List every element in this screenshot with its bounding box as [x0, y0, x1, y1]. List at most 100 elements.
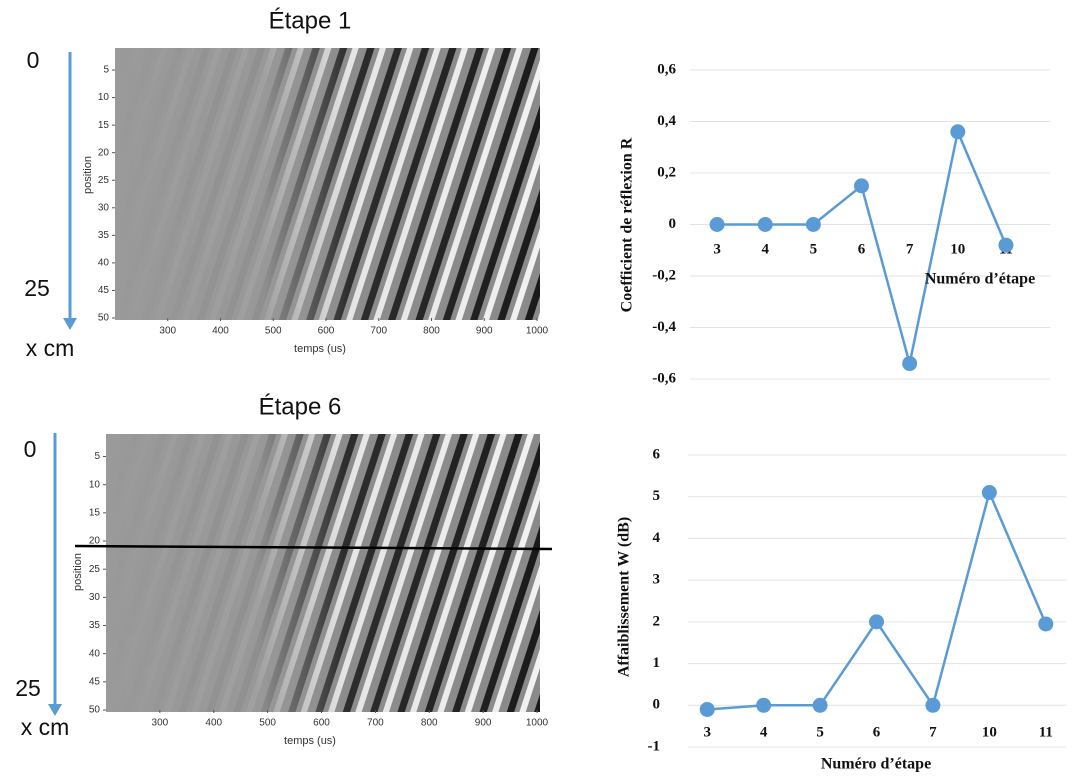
wave-image [106, 434, 540, 712]
x-tick-label: 1000 [526, 718, 549, 729]
data-point [756, 697, 772, 713]
y-tick-label: -0,4 [652, 319, 676, 335]
y-axis-label: Coefficient de réflexion R [619, 137, 636, 312]
y-tick-label: 20 [98, 147, 110, 158]
x-tick-label: 10 [950, 241, 965, 257]
y-tick-label: 45 [98, 285, 110, 296]
x-tick-label: 3 [713, 241, 721, 257]
data-point [925, 697, 941, 713]
annotation: 0 [27, 47, 40, 73]
x-tick-label: 600 [318, 326, 335, 337]
data-point [1038, 616, 1054, 632]
annotation: 25 [15, 675, 41, 701]
y-tick-label: 40 [98, 258, 110, 269]
data-point [709, 217, 725, 232]
x-tick-label: 4 [761, 241, 769, 257]
x-axis-label: Numéro d’étape [821, 756, 931, 773]
y-tick-label: 15 [98, 120, 110, 131]
data-point [805, 217, 821, 232]
y-tick-label: 2 [653, 613, 661, 629]
y-tick-label: 50 [98, 313, 110, 324]
x-tick-label: 300 [159, 326, 176, 337]
x-tick-label: 3 [703, 724, 711, 740]
y-axis-label: Affaiblissement W (dB) [616, 517, 633, 677]
y-tick-label: 40 [89, 648, 101, 659]
y-tick-label: 20 [89, 536, 101, 547]
data-point [757, 217, 773, 232]
annotation: x cm [21, 714, 70, 740]
x-tick-label: 400 [205, 718, 222, 729]
x-tick-label: 6 [858, 241, 866, 257]
x-tick-label: 700 [370, 326, 387, 337]
y-tick-label: -0,2 [652, 267, 676, 283]
data-point [998, 237, 1014, 253]
x-axis-label: temps (us) [284, 735, 336, 747]
y-tick-label: 50 [89, 705, 101, 716]
image-title: Étape 6 [259, 393, 342, 420]
data-point [981, 485, 997, 501]
x-tick-label: 600 [313, 718, 330, 729]
annotation: 25 [24, 275, 50, 301]
x-tick-label: 400 [212, 326, 229, 337]
data-point [812, 697, 828, 713]
data-point [869, 614, 884, 630]
image-title: Étape 1 [269, 7, 352, 34]
y-axis-label: position [72, 553, 84, 591]
x-tick-label: 700 [367, 718, 384, 729]
y-axis-label: position [82, 156, 94, 194]
x-tick-label: 7 [906, 241, 914, 257]
y-tick-label: 0,2 [657, 164, 676, 180]
x-tick-label: 4 [760, 724, 768, 740]
x-tick-label: 5 [810, 241, 818, 257]
x-tick-label: 300 [152, 718, 169, 729]
y-tick-label: 0 [669, 216, 677, 232]
y-tick-label: -1 [648, 738, 661, 754]
y-tick-label: 25 [98, 175, 110, 186]
y-tick-label: 3 [653, 572, 661, 588]
y-tick-label: 45 [89, 676, 101, 687]
arrow-head [48, 704, 62, 716]
y-tick-label: 10 [98, 92, 110, 103]
y-tick-label: 5 [94, 451, 100, 462]
data-point [902, 356, 918, 372]
x-tick-label: 1000 [526, 326, 549, 337]
x-tick-label: 5 [816, 724, 824, 740]
annotation: 0 [24, 436, 37, 462]
data-point [699, 701, 715, 717]
y-tick-label: -0,6 [652, 370, 676, 386]
data-point [854, 178, 869, 194]
y-tick-label: 0 [653, 697, 661, 713]
arrow-head [63, 318, 77, 330]
y-tick-label: 25 [89, 564, 101, 575]
y-tick-label: 6 [653, 446, 661, 462]
x-tick-label: 800 [423, 326, 440, 337]
x-tick-label: 7 [929, 724, 937, 740]
y-tick-label: 5 [653, 488, 661, 504]
x-axis-label: temps (us) [294, 343, 346, 355]
y-tick-label: 30 [98, 202, 110, 213]
data-point [950, 124, 966, 140]
x-tick-label: 500 [259, 718, 276, 729]
y-tick-label: 0,4 [657, 113, 676, 129]
y-tick-label: 4 [653, 530, 661, 546]
y-tick-label: 5 [103, 65, 109, 76]
x-tick-label: 800 [421, 718, 438, 729]
x-tick-label: 11 [1039, 724, 1053, 740]
y-tick-label: 1 [653, 655, 661, 671]
interface-line [74, 544, 553, 551]
series-line [707, 488, 1047, 711]
annotation: x cm [26, 335, 75, 361]
x-tick-label: 6 [873, 724, 881, 740]
x-axis-label: Numéro d’étape [925, 271, 1035, 288]
y-tick-label: 35 [98, 230, 110, 241]
x-tick-label: 900 [475, 718, 492, 729]
wave-image [115, 48, 540, 320]
x-tick-label: 10 [982, 724, 997, 740]
x-tick-label: 900 [476, 326, 493, 337]
y-tick-label: 30 [89, 592, 101, 603]
y-tick-label: 0,6 [657, 61, 676, 77]
y-tick-label: 10 [89, 479, 101, 490]
x-tick-label: 500 [265, 326, 282, 337]
y-tick-label: 35 [89, 620, 101, 631]
